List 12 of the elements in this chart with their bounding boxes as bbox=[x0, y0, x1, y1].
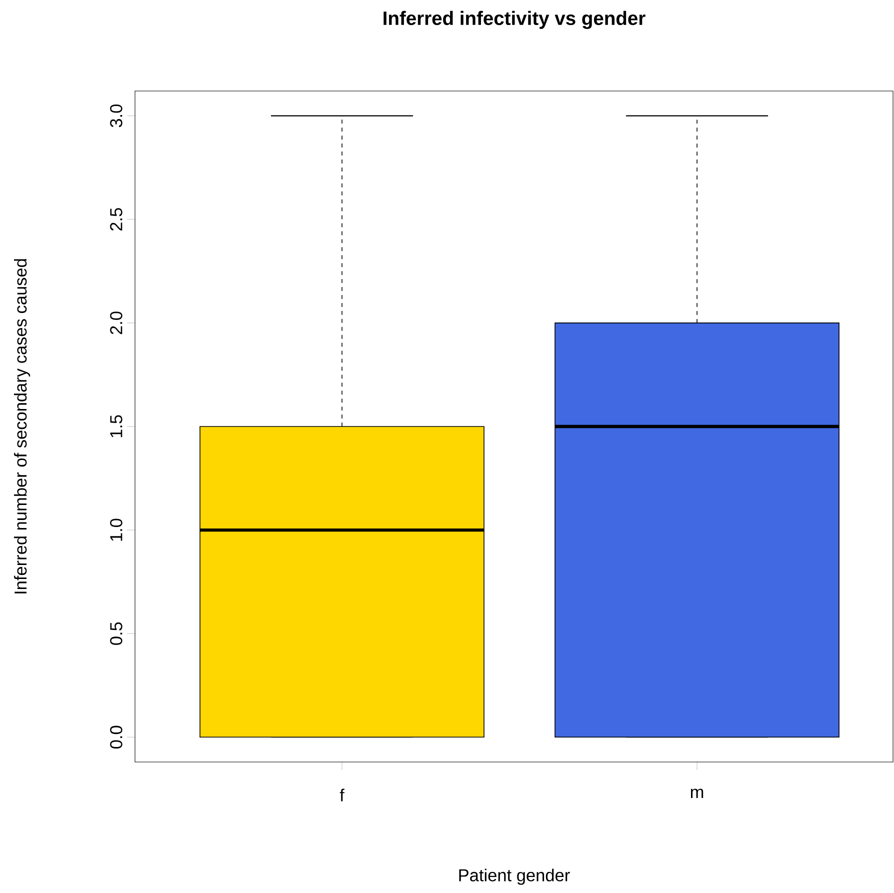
y-tick-label: 2.5 bbox=[110, 208, 122, 231]
y-tick-label: 2.0 bbox=[110, 312, 122, 334]
y-tick-label: 3.0 bbox=[110, 104, 122, 128]
y-tick-label: 0.0 bbox=[110, 726, 122, 748]
chart-title: Inferred infectivity vs gender bbox=[384, 10, 646, 29]
x-axis-title: Patient gender bbox=[459, 868, 570, 885]
y-axis-title: Inferred number of secondary cases caused bbox=[14, 259, 30, 594]
y-tick-label: 1.5 bbox=[110, 415, 122, 438]
x-tick-label: m bbox=[690, 788, 704, 798]
x-tick-label: f bbox=[340, 788, 344, 802]
y-tick-label: 0.5 bbox=[110, 622, 122, 645]
y-tick-label: 1.0 bbox=[110, 518, 122, 541]
